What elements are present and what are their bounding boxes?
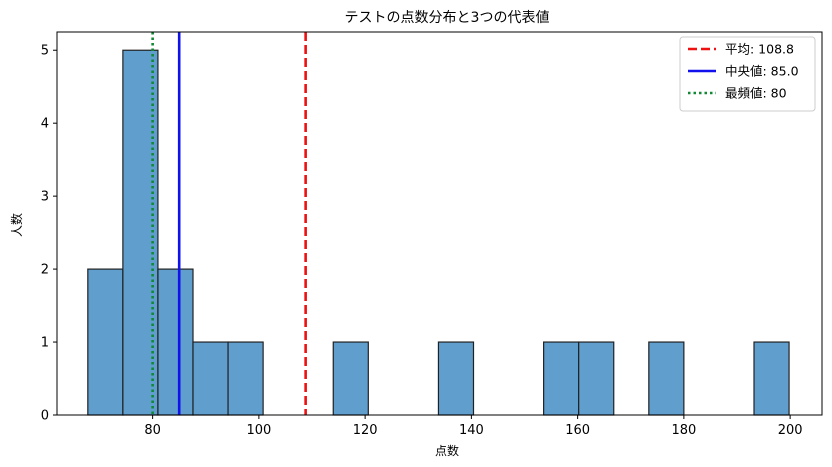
x-tick-label: 200 (778, 423, 803, 438)
x-tick-label: 160 (565, 423, 590, 438)
x-axis-ticks: 80 100 120 140 160 180 200 (144, 415, 803, 438)
x-tick-label: 140 (459, 423, 484, 438)
y-axis-label: 人数 (9, 213, 24, 237)
y-tick-label: 0 (41, 409, 49, 424)
histogram-bar-16 (648, 341, 685, 416)
histogram-bar-14 (578, 341, 615, 416)
histogram-bar-3 (192, 341, 229, 416)
histogram-bar-10 (437, 341, 475, 416)
histogram-bar-7 (332, 341, 369, 416)
legend: 平均: 108.8 中央値: 85.0 最頻値: 80 (679, 36, 816, 112)
x-tick-label: 80 (144, 423, 161, 438)
y-tick-label: 2 (41, 263, 49, 278)
y-tick-label: 1 (41, 336, 49, 351)
legend-box (679, 36, 816, 112)
legend-label-0: 平均: 108.8 (725, 42, 794, 57)
x-tick-label: 100 (246, 423, 271, 438)
histogram-bar-0 (87, 268, 124, 416)
legend-label-1: 中央値: 85.0 (725, 64, 799, 79)
histogram-bar-19 (753, 341, 790, 416)
plot-frame (56, 31, 823, 416)
reference-lines-layer (151, 32, 307, 415)
y-tick-label: 3 (41, 190, 49, 205)
histogram-bar-13 (543, 341, 580, 416)
y-tick-label: 5 (41, 44, 49, 59)
y-axis-ticks: 0 1 2 3 4 5 (41, 44, 57, 424)
legend-label-2: 最頻値: 80 (725, 86, 787, 101)
y-tick-label: 4 (41, 117, 49, 132)
x-tick-label: 120 (353, 423, 378, 438)
histogram-bar-2 (157, 268, 194, 416)
x-tick-label: 180 (671, 423, 696, 438)
chart-title: テストの点数分布と3つの代表値 (345, 10, 550, 26)
bars-layer (87, 49, 790, 416)
x-axis-label: 点数 (435, 443, 459, 458)
histogram-bar-4 (227, 341, 264, 416)
